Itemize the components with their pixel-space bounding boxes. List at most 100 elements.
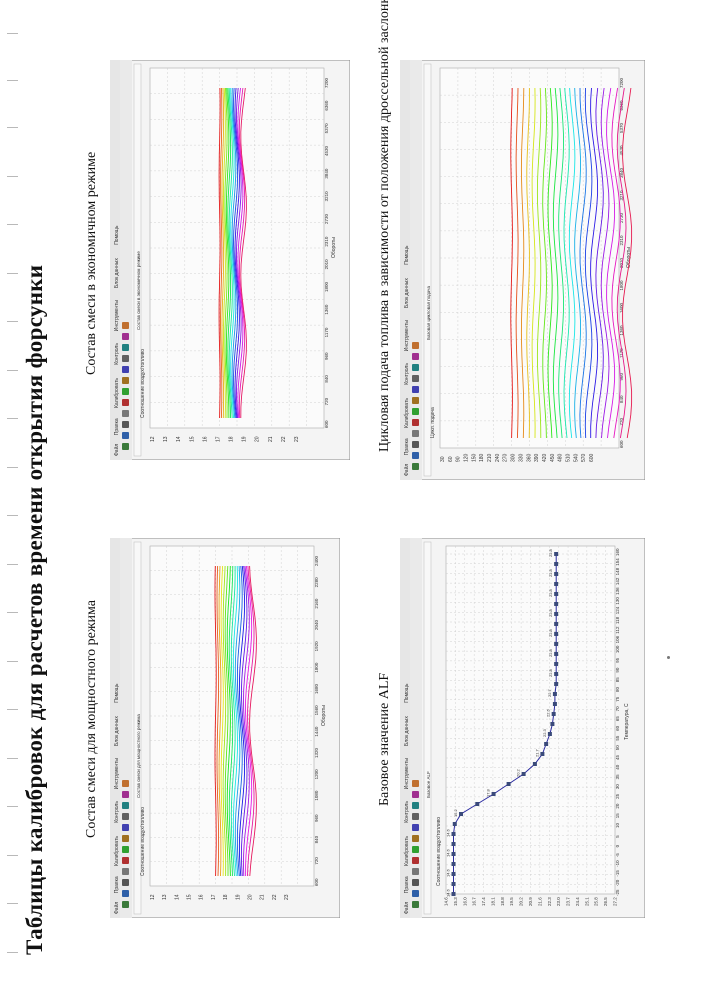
data-point[interactable]: [544, 742, 549, 746]
save-icon[interactable]: [122, 432, 129, 439]
open-icon[interactable]: [122, 901, 129, 908]
menu-item-4[interactable]: Инструменты: [404, 758, 410, 790]
data-point[interactable]: [451, 832, 456, 836]
undo-icon[interactable]: [412, 868, 419, 875]
graph-icon[interactable]: [122, 835, 129, 842]
data-point[interactable]: [554, 682, 559, 686]
data-point[interactable]: [451, 862, 456, 866]
data-point[interactable]: [554, 662, 559, 666]
table-icon[interactable]: [122, 824, 129, 831]
menu-item-0[interactable]: Файл: [403, 902, 410, 914]
copy-icon[interactable]: [122, 857, 129, 864]
data-point[interactable]: [451, 892, 456, 896]
settings-icon[interactable]: [122, 344, 129, 351]
graph-icon[interactable]: [122, 377, 129, 384]
data-point[interactable]: [554, 582, 559, 586]
undo-icon[interactable]: [412, 430, 419, 437]
menu-item-2[interactable]: Калибровать: [404, 398, 410, 428]
print-icon[interactable]: [412, 879, 419, 886]
table-icon[interactable]: [122, 366, 129, 373]
data-point[interactable]: [459, 812, 464, 816]
menu-item-1[interactable]: Правка: [114, 876, 120, 893]
zoom-icon[interactable]: [412, 813, 419, 820]
data-point[interactable]: [554, 572, 559, 576]
menu-item-3[interactable]: Контроль: [114, 801, 120, 823]
menu-item-5[interactable]: Блок данных: [404, 278, 410, 308]
menu-item-2[interactable]: Калибровать: [114, 378, 120, 408]
copy-icon[interactable]: [122, 399, 129, 406]
palette-icon[interactable]: [412, 780, 419, 787]
cut-icon[interactable]: [412, 846, 419, 853]
menu-item-3[interactable]: Контроль: [114, 343, 120, 365]
menu-item-2[interactable]: Калибровать: [114, 836, 120, 866]
menu-item-1[interactable]: Правка: [404, 438, 410, 455]
menu-item-0[interactable]: Файл: [403, 464, 410, 476]
undo-icon[interactable]: [122, 868, 129, 875]
menu-item-6[interactable]: Помощь: [114, 683, 120, 703]
open-icon[interactable]: [412, 901, 419, 908]
settings-icon[interactable]: [412, 364, 419, 371]
table-icon[interactable]: [412, 386, 419, 393]
menu-item-1[interactable]: Правка: [404, 876, 410, 893]
data-point[interactable]: [552, 692, 557, 696]
data-point[interactable]: [532, 762, 537, 766]
graph-icon[interactable]: [412, 835, 419, 842]
print-icon[interactable]: [412, 441, 419, 448]
settings-icon[interactable]: [412, 802, 419, 809]
open-icon[interactable]: [122, 443, 129, 450]
data-point[interactable]: [554, 552, 559, 556]
settings-icon[interactable]: [122, 802, 129, 809]
menu-item-4[interactable]: Инструменты: [404, 320, 410, 352]
data-point[interactable]: [451, 852, 456, 856]
data-point[interactable]: [554, 602, 559, 606]
menu-item-4[interactable]: Инструменты: [114, 758, 120, 790]
menu-item-3[interactable]: Контроль: [404, 801, 410, 823]
data-point[interactable]: [491, 792, 496, 796]
data-point[interactable]: [554, 652, 559, 656]
data-point[interactable]: [550, 722, 555, 726]
data-point[interactable]: [451, 842, 456, 846]
palette-icon[interactable]: [122, 780, 129, 787]
data-point[interactable]: [521, 772, 526, 776]
data-point[interactable]: [506, 782, 511, 786]
menu-item-4[interactable]: Инструменты: [114, 300, 120, 332]
table-icon[interactable]: [412, 824, 419, 831]
copy-icon[interactable]: [412, 419, 419, 426]
data-point[interactable]: [554, 622, 559, 626]
undo-icon[interactable]: [122, 410, 129, 417]
menu-item-6[interactable]: Помощь: [404, 245, 410, 265]
data-point[interactable]: [551, 712, 556, 716]
data-point[interactable]: [452, 822, 457, 826]
data-point[interactable]: [547, 732, 552, 736]
menu-item-0[interactable]: Файл: [113, 902, 120, 914]
data-point[interactable]: [554, 592, 559, 596]
print-icon[interactable]: [122, 879, 129, 886]
open-icon[interactable]: [412, 463, 419, 470]
palette-icon[interactable]: [122, 322, 129, 329]
data-point[interactable]: [554, 562, 559, 566]
copy-icon[interactable]: [412, 857, 419, 864]
zoom-icon[interactable]: [122, 813, 129, 820]
zoom-icon[interactable]: [122, 355, 129, 362]
menu-item-0[interactable]: Файл: [113, 444, 120, 456]
menu-item-3[interactable]: Контроль: [404, 363, 410, 385]
menu-item-5[interactable]: Блок данных: [114, 716, 120, 746]
save-icon[interactable]: [412, 452, 419, 459]
palette-icon[interactable]: [412, 342, 419, 349]
graph-icon[interactable]: [412, 397, 419, 404]
save-icon[interactable]: [122, 890, 129, 897]
data-point[interactable]: [552, 702, 557, 706]
help-icon[interactable]: [412, 791, 419, 798]
save-icon[interactable]: [412, 890, 419, 897]
menu-item-2[interactable]: Калибровать: [404, 836, 410, 866]
help-icon[interactable]: [412, 353, 419, 360]
help-icon[interactable]: [122, 333, 129, 340]
menu-item-6[interactable]: Помощь: [404, 683, 410, 703]
cut-icon[interactable]: [412, 408, 419, 415]
cut-icon[interactable]: [122, 846, 129, 853]
data-point[interactable]: [451, 882, 456, 886]
zoom-icon[interactable]: [412, 375, 419, 382]
menu-item-5[interactable]: Блок данных: [114, 258, 120, 288]
help-icon[interactable]: [122, 791, 129, 798]
print-icon[interactable]: [122, 421, 129, 428]
